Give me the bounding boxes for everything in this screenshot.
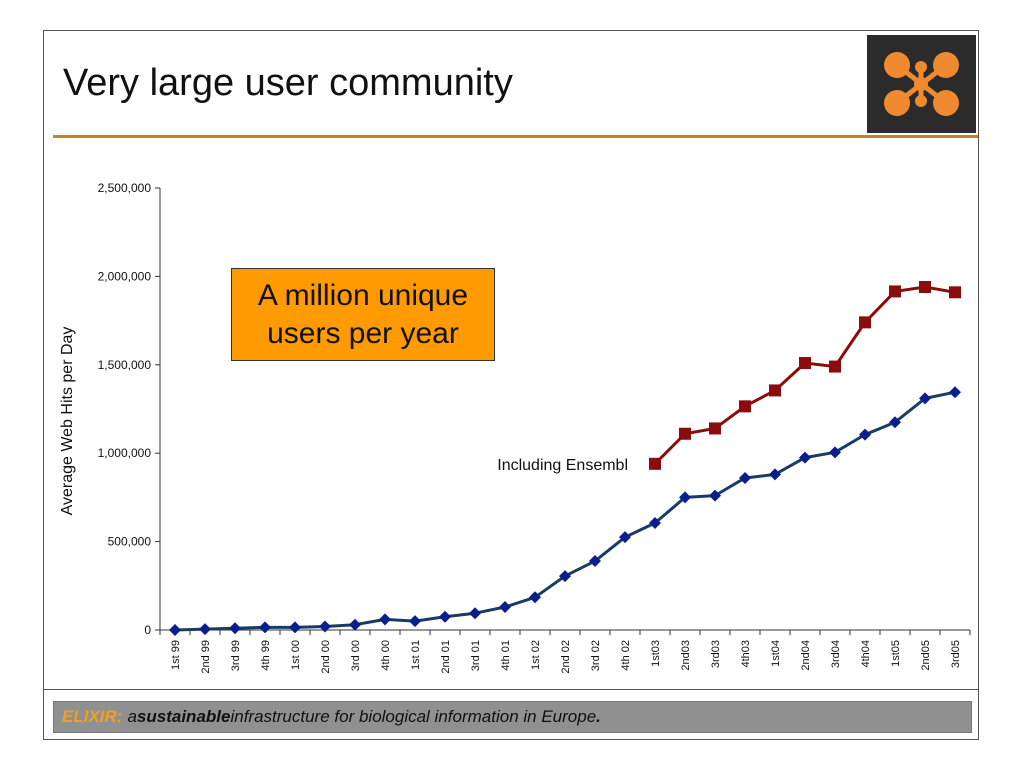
series-line-2: [653, 285, 956, 465]
footer-banner: ELIXIR: a sustainable infrastructure for…: [53, 701, 972, 733]
series-1-point: [529, 591, 541, 604]
series-label: Including Ensembl: [497, 457, 628, 474]
series-1-point: [469, 607, 481, 620]
x-tick-label: 3rd04: [830, 640, 842, 668]
y-tick-label: 500,000: [108, 535, 152, 549]
series-1-point: [289, 621, 301, 634]
series-1-point: [859, 428, 871, 441]
series-2-point: [829, 360, 841, 373]
x-tick-label: 3rd 00: [350, 640, 362, 671]
x-tick-label: 4th 01: [500, 640, 512, 671]
series-1-point: [619, 531, 631, 544]
series-1-point: [499, 601, 511, 614]
web-hits-chart: 0 500,000 1,000,000 1,500,000 2,000,000 2,500…: [59, 181, 971, 674]
x-tick-label: 4th 99: [260, 640, 272, 671]
series-2-point: [679, 427, 691, 440]
series-2-point: [859, 316, 871, 329]
footer-divider: [43, 689, 979, 690]
slide-title: Very large user community: [63, 62, 513, 104]
y-tick-label: 1,000,000: [98, 446, 152, 460]
series-2-point: [769, 384, 781, 397]
x-tick-label: 3rd05: [950, 640, 962, 668]
y-axis-title: Average Web Hits per Day: [59, 327, 76, 516]
footer-text-strong: sustainable: [136, 707, 231, 726]
series-1-point: [889, 416, 901, 429]
x-tick-label: 4th 00: [380, 640, 392, 671]
x-tick-label: 3rd 02: [590, 640, 602, 671]
series-1-point: [769, 468, 781, 481]
x-tick-label: 1st03: [650, 640, 662, 667]
series-1-point: [169, 624, 181, 636]
series-1-point: [199, 623, 211, 636]
series-1-point: [559, 570, 571, 583]
x-tick-label: 1st04: [770, 640, 782, 667]
series-1-point: [919, 392, 931, 405]
series-1-point: [439, 610, 451, 623]
y-tick-label: 2,500,000: [98, 181, 152, 195]
series-1-point: [829, 446, 841, 459]
callout-line-1: A million unique: [257, 278, 469, 312]
x-tick-label: 4th 02: [620, 640, 632, 671]
footer-text-post: infrastructure for biological informatio…: [230, 707, 597, 726]
series-1-point: [229, 622, 241, 635]
x-tick-label: 1st 02: [530, 640, 542, 670]
elixir-logo: [867, 35, 976, 133]
series-1-point: [589, 555, 601, 568]
series-1-point: [319, 620, 331, 633]
callout-box: A million unique users per year: [231, 268, 495, 361]
footer-text-pre: a: [127, 707, 137, 726]
series-1-point: [379, 613, 391, 626]
series-2-point: [889, 285, 901, 298]
series-1-point: [679, 491, 691, 504]
series-1-point: [349, 618, 361, 631]
series-2-point: [709, 422, 721, 435]
x-tick-label: 1st 00: [290, 640, 302, 670]
series-1-point: [949, 386, 961, 399]
series-2-point: [739, 400, 751, 413]
x-tick-label: 2nd05: [920, 640, 932, 671]
series-2-point: [799, 357, 811, 370]
callout-line-2: users per year: [267, 316, 459, 350]
y-tick-label: 0: [144, 623, 151, 637]
x-tick-label: 2nd03: [680, 640, 692, 671]
x-tick-label: 4th04: [860, 640, 872, 668]
footer-text-end: .: [596, 707, 601, 726]
y-tick-label: 2,000,000: [98, 269, 152, 283]
x-tick-label: 2nd 99: [200, 640, 212, 674]
title-divider: [53, 135, 978, 138]
footer-brand: ELIXIR:: [62, 707, 123, 726]
series-line-1: [174, 390, 956, 632]
series-1-point: [409, 615, 421, 628]
series-1-point: [799, 451, 811, 464]
series-1-point: [649, 517, 661, 530]
elixir-logo-icon: [884, 52, 959, 116]
x-tick-label: 3rd03: [710, 640, 722, 668]
series-2-point: [919, 281, 931, 294]
x-tick-label: 1st 01: [410, 640, 422, 670]
slide-frame: [43, 30, 979, 740]
series-2-point: [649, 457, 661, 470]
y-tick-label: 1,500,000: [98, 358, 152, 372]
x-tick-label: 1st05: [890, 640, 902, 667]
x-tick-label: 2nd04: [800, 640, 812, 671]
x-tick-label: 3rd 99: [230, 640, 242, 671]
x-tick-label: 4th03: [740, 640, 752, 668]
x-tick-label: 2nd 02: [560, 640, 572, 674]
x-tick-label: 1st 99: [170, 640, 182, 670]
x-tick-label: 3rd 01: [470, 640, 482, 671]
series-1-point: [739, 471, 751, 484]
x-tick-label: 2nd 00: [320, 640, 332, 674]
x-tick-label: 2nd 01: [440, 640, 452, 674]
series-1-point: [709, 489, 721, 502]
series-2-point: [949, 286, 961, 299]
series-1-point: [259, 621, 271, 634]
